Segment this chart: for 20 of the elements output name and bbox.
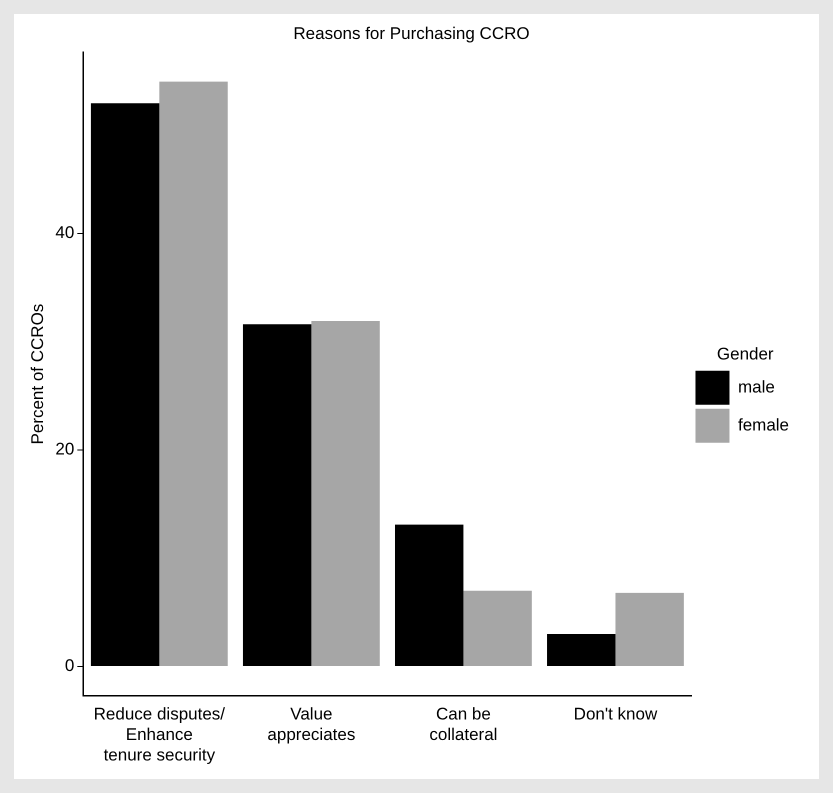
legend-title: Gender: [716, 344, 774, 364]
y-tick-label: 20: [55, 440, 74, 459]
bar: [159, 82, 228, 666]
bar: [547, 634, 616, 666]
y-tick-label: 0: [64, 656, 74, 676]
x-tick-label: Don't know: [574, 704, 658, 724]
bar: [463, 590, 532, 666]
x-tick-label: Can be collateral: [429, 704, 498, 744]
x-tick-label: Value appreciates: [267, 704, 356, 744]
bar: [242, 324, 312, 666]
x-tick-label: Reduce disputes/ Enhance tenure security: [94, 704, 226, 764]
legend-label: female: [738, 415, 790, 434]
bar: [615, 592, 684, 666]
legend-label: male: [738, 377, 775, 396]
bar: [311, 321, 380, 666]
y-axis-title: Percent of CCROs: [28, 304, 47, 444]
y-tick-label: 40: [55, 222, 74, 242]
bar: [90, 103, 160, 666]
chart-title: Reasons for Purchasing CCRO: [293, 24, 530, 43]
bar: [394, 524, 464, 666]
